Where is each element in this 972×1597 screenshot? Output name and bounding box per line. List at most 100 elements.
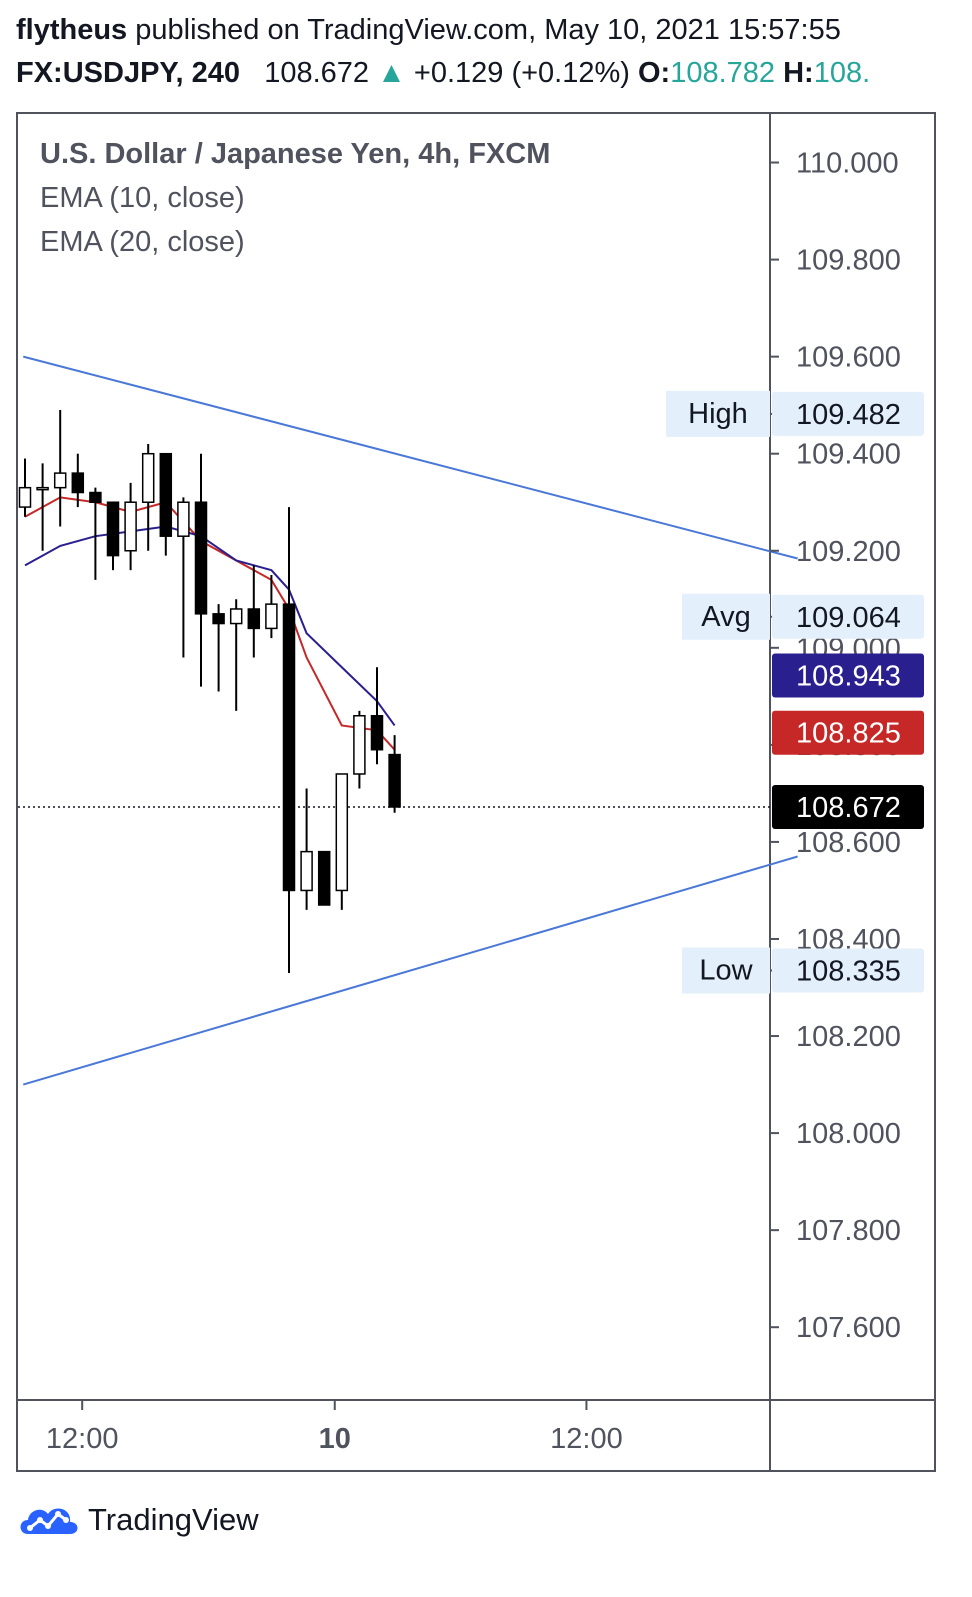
candle-body xyxy=(282,603,296,892)
candle-body xyxy=(141,452,155,503)
candle-body xyxy=(89,491,102,503)
price-label-tag: Avg xyxy=(701,601,750,633)
candle-body xyxy=(317,850,331,906)
legend-ema20: EMA (20, close) xyxy=(40,226,245,258)
price-label-avg: Avg 109.064 xyxy=(682,593,924,640)
time-axis: 12:00 10 12:00 xyxy=(46,1400,623,1455)
candle xyxy=(265,575,278,639)
quote-line: FX:USDJPY, 240 108.672 ▲ +0.129 (+0.12%)… xyxy=(16,57,870,90)
candle-body xyxy=(388,753,401,808)
price-label-value-bg xyxy=(772,948,924,993)
candle-body xyxy=(159,452,173,537)
price-label-value: 109.064 xyxy=(796,602,901,634)
candle xyxy=(353,710,366,789)
last-price: 108.672 xyxy=(264,57,370,89)
price-label-last: 108.672 xyxy=(772,784,924,829)
trendlines xyxy=(22,355,798,1086)
ema-line-10 xyxy=(24,496,396,751)
tradingview-logo-icon xyxy=(20,1508,78,1534)
candle xyxy=(177,497,190,658)
price-change: +0.129 (+0.12%) xyxy=(413,57,630,89)
candle-body xyxy=(53,472,67,489)
candle-body xyxy=(370,715,384,751)
candle xyxy=(388,735,401,813)
author-name[interactable]: flytheus xyxy=(16,14,128,46)
price-label-value: 108.943 xyxy=(796,660,901,692)
price-label-value: 109.482 xyxy=(796,399,901,431)
price-label-tag: Low xyxy=(699,955,753,987)
candle-body xyxy=(177,501,190,537)
candle xyxy=(282,507,296,973)
candles xyxy=(18,410,401,973)
price-label-high: High 109.482 xyxy=(666,390,924,437)
candle-body xyxy=(335,773,349,892)
price-label-ema10: 108.825 xyxy=(772,710,924,755)
candle-body xyxy=(106,501,120,557)
candle-body xyxy=(353,715,366,775)
high-value: 108. xyxy=(813,57,871,89)
price-label-tag: High xyxy=(688,398,748,430)
time-tick-label: 12:00 xyxy=(46,1423,119,1455)
price-tick-label: 108.600 xyxy=(796,827,901,859)
chart-title: U.S. Dollar / Japanese Yen, 4h, FXCM xyxy=(40,138,551,170)
chart-frame xyxy=(16,112,936,1472)
candle-body xyxy=(36,486,49,491)
price-tick-label: 109.800 xyxy=(796,245,901,277)
candle xyxy=(36,463,49,551)
price-label-value-bg xyxy=(772,594,924,639)
legend-ema10: EMA (10, close) xyxy=(40,182,245,214)
candle-body xyxy=(194,501,208,615)
candle xyxy=(53,410,67,527)
candle xyxy=(229,599,243,711)
open-label: O: xyxy=(638,57,671,89)
price-label-ema20: 108.943 xyxy=(772,653,924,698)
open-value: 108.782 xyxy=(670,57,776,89)
price-label-value: 108.335 xyxy=(796,956,901,988)
price-label-value-bg xyxy=(772,391,924,436)
candle xyxy=(300,788,313,910)
candle xyxy=(194,453,208,687)
price-label-low: Low 108.335 xyxy=(682,947,924,994)
symbol-label: FX:USDJPY, 240 xyxy=(16,57,241,89)
price-label-value-bg xyxy=(772,784,924,829)
price-label-value: 108.825 xyxy=(796,718,901,750)
candle-body xyxy=(265,603,278,630)
time-tick-label: 10 xyxy=(319,1423,351,1455)
footer-brand[interactable]: TradingView xyxy=(16,1500,259,1540)
candle-body xyxy=(212,613,225,625)
price-label-value-bg xyxy=(772,710,924,755)
footer-brand-text: TradingView xyxy=(88,1502,259,1537)
price-tick-label: 109.200 xyxy=(796,536,901,568)
price-tick-label: 108.200 xyxy=(796,1021,901,1053)
price-tick-label: 107.800 xyxy=(796,1215,901,1247)
candle xyxy=(18,458,32,517)
candle-body xyxy=(247,608,261,630)
candle-body xyxy=(300,850,313,892)
price-tick-label: 107.600 xyxy=(796,1312,901,1344)
candle-body xyxy=(124,501,137,552)
publish-line: flytheus published on TradingView.com, M… xyxy=(16,14,841,47)
candle xyxy=(212,604,225,692)
price-label-tag-bg xyxy=(666,390,770,437)
candle-body xyxy=(229,608,243,625)
price-tick-label: 109.400 xyxy=(796,439,901,471)
candle-body xyxy=(18,486,32,508)
ema-lines xyxy=(24,496,396,751)
candle xyxy=(71,453,85,508)
price-tick-label: 109.600 xyxy=(796,342,901,374)
candle xyxy=(370,667,384,765)
candle xyxy=(159,452,173,556)
trendline-2[interactable] xyxy=(22,855,798,1086)
price-label-tag-bg xyxy=(682,947,770,994)
high-label: H: xyxy=(783,57,814,89)
candle xyxy=(317,850,331,906)
price-labels: High 109.482 Avg 109.064 108.943 108.825 108.6… xyxy=(666,390,924,994)
candle xyxy=(89,487,102,580)
price-label-value-bg xyxy=(772,653,924,698)
time-tick-label: 12:00 xyxy=(550,1423,623,1455)
candle xyxy=(335,773,349,910)
trendline-1[interactable] xyxy=(22,355,798,560)
candle xyxy=(247,565,261,658)
ema-line-20 xyxy=(24,525,396,727)
